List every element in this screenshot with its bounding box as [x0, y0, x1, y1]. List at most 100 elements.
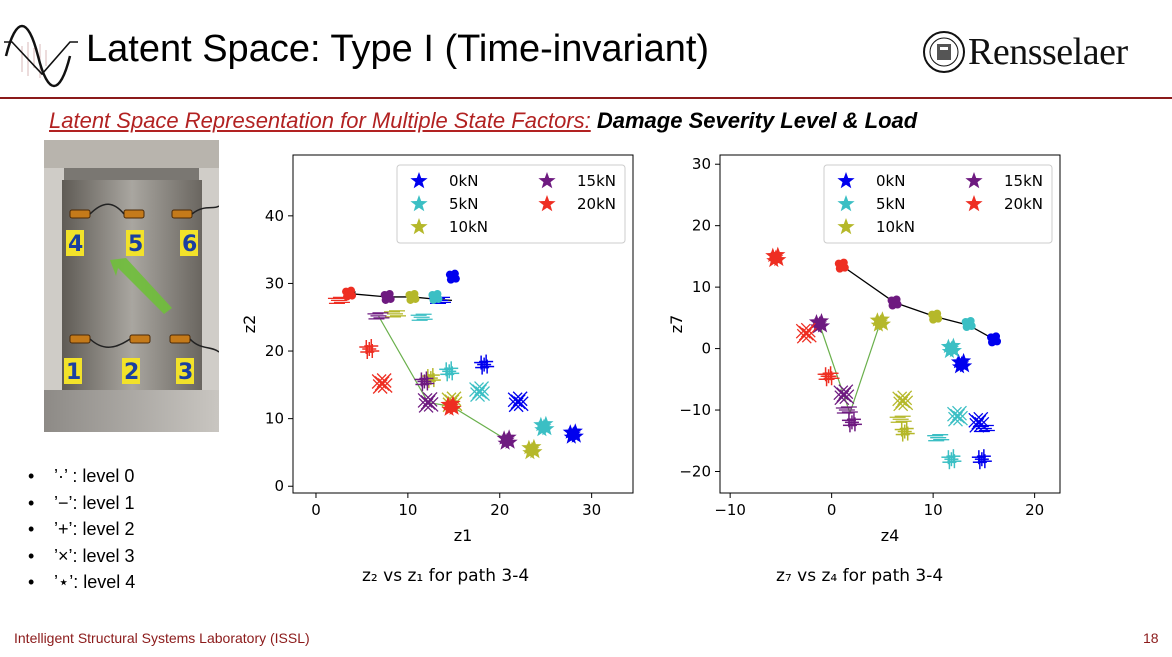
y-tick-label: 10 — [692, 278, 711, 296]
x-tick-label: 30 — [582, 501, 601, 519]
marker-15kN-level-4 — [496, 429, 518, 450]
marker-15kN-level-4 — [808, 313, 831, 334]
level-legend: • ’·’ : level 0 • ’−’: level 1 • ’+’: level… — [28, 466, 135, 599]
marker-0kN-level-4 — [562, 423, 584, 444]
marker-5kN-level-0 — [428, 289, 443, 304]
legend-label: 10kN — [449, 218, 488, 236]
legend-star-icon — [965, 172, 983, 189]
y-tick-label: −10 — [679, 401, 711, 419]
x-tick-label: 20 — [490, 501, 509, 519]
y-tick-label: 30 — [692, 155, 711, 173]
y-tick-label: 10 — [265, 410, 284, 428]
marker-10kN-level-0 — [405, 289, 420, 304]
marker-10kN-level-3 — [892, 390, 914, 412]
sensor-label-1: 1 — [66, 360, 81, 385]
page-title: Latent Space: Type I (Time-invariant) — [86, 28, 710, 70]
marker-5kN-level-4 — [533, 415, 555, 437]
y-tick-label: 30 — [265, 274, 284, 292]
specimen-photo: 4 5 6 1 2 3 — [44, 140, 219, 432]
x-tick-label: 0 — [827, 501, 837, 519]
level-label: ’×’: level 3 — [54, 545, 135, 566]
subtitle-topic: Latent Space Representation for Multiple… — [49, 108, 591, 133]
subtitle: Latent Space Representation for Multiple… — [49, 108, 917, 134]
marker-15kN-level-2 — [841, 412, 862, 433]
legend-star-icon — [538, 195, 556, 212]
legend-label: 15kN — [1004, 172, 1043, 190]
sensor-label-5: 5 — [128, 232, 143, 257]
legend-frame — [823, 164, 1053, 244]
marker-15kN-level-3 — [833, 384, 855, 406]
marker-15kN-level-3 — [417, 391, 439, 413]
marker-0kN-level-0 — [445, 269, 460, 284]
legend-star-icon — [837, 195, 855, 212]
x-tick-label: 0 — [311, 501, 321, 519]
legend-star-icon — [410, 195, 428, 212]
y-tick-label: 20 — [692, 217, 711, 235]
marker-20kN-level-0 — [342, 286, 357, 301]
marker-0kN-level-4 — [950, 352, 973, 374]
marker-15kN-level-0 — [887, 295, 902, 310]
marker-20kN-level-1 — [327, 296, 350, 304]
sensor-label-3: 3 — [178, 360, 193, 385]
marker-20kN-level-3 — [795, 322, 817, 344]
chart-legend: 0kN 5kN 10kN 15kN 20kN — [823, 164, 1053, 244]
marker-0kN-level-0 — [987, 332, 1002, 347]
level-label: ’−’: level 1 — [54, 492, 135, 513]
marker-5kN-level-0 — [961, 317, 976, 331]
marker-5kN-level-3 — [947, 405, 968, 427]
chart-caption-1: z₂ vs z₁ for path 3-4 — [362, 566, 530, 586]
marker-5kN-level-2 — [439, 361, 460, 382]
x-axis-label: z4 — [881, 526, 900, 545]
marker-20kN-level-2 — [818, 366, 839, 387]
y-tick-label: 40 — [265, 207, 284, 225]
legend-star-icon — [837, 218, 855, 235]
legend-label: 20kN — [1004, 195, 1043, 213]
green-trajectory — [377, 315, 508, 441]
list-item: • ’·’ : level 0 — [28, 466, 135, 486]
chart-z2-vs-z1: 0 10 20 30 0 10 20 30 40 z1 z2 0kN 5kN 10kN 15kN 20kN — [240, 154, 634, 545]
marker-20kN-level-4 — [765, 246, 787, 268]
marker-15kN-level-1 — [835, 406, 858, 414]
marker-10kN-level-4 — [869, 311, 891, 332]
y-tick-label: 0 — [701, 340, 711, 358]
sensor-label-4: 4 — [68, 232, 83, 257]
data-markers — [765, 246, 1002, 470]
legend-label: 10kN — [876, 218, 915, 236]
marker-20kN-level-4 — [440, 395, 462, 416]
marker-10kN-level-4 — [521, 438, 543, 460]
chart-legend: 0kN 5kN 10kN 15kN 20kN — [396, 164, 626, 244]
legend-label: 5kN — [876, 195, 905, 213]
level-label: ’+’: level 2 — [54, 519, 135, 539]
list-item: • ’×’: level 3 — [28, 545, 135, 566]
marker-5kN-level-2 — [941, 449, 962, 470]
y-tick-label: 20 — [265, 342, 284, 360]
level-label: ’⋆’: level 4 — [54, 572, 136, 592]
x-tick-label: 10 — [398, 501, 417, 519]
subtitle-factors: Damage Severity Level & Load — [596, 108, 918, 133]
legend-frame — [396, 164, 626, 244]
marker-5kN-level-1 — [410, 313, 433, 321]
legend-star-icon — [837, 172, 855, 189]
marker-15kN-level-1 — [367, 312, 390, 320]
header-rule — [0, 97, 1172, 99]
legend-star-icon — [410, 218, 428, 235]
list-item: • ’+’: level 2 — [28, 519, 135, 539]
legend-star-icon — [410, 172, 428, 189]
list-item: • ’⋆’: level 4 — [28, 572, 136, 592]
y-tick-label: 0 — [274, 477, 284, 495]
marker-0kN-level-2 — [971, 449, 992, 470]
logo-text: Rensselaer — [968, 31, 1128, 73]
marker-0kN-level-2 — [474, 354, 495, 375]
marker-15kN-level-0 — [380, 289, 395, 304]
legend-star-icon — [538, 172, 556, 189]
seal-icon — [923, 31, 965, 73]
footer-lab-name: Intelligent Structural Systems Laborator… — [14, 630, 310, 646]
list-item: • ’−’: level 1 — [28, 492, 135, 513]
chart-caption-2: z₇ vs z₄ for path 3-4 — [776, 566, 944, 586]
marker-0kN-level-3 — [968, 411, 990, 433]
sine-wave-icon — [4, 24, 78, 88]
sensor-label-2: 2 — [124, 360, 139, 385]
x-tick-label: 20 — [1025, 501, 1044, 519]
level-label: ’·’ : level 0 — [54, 466, 135, 486]
marker-20kN-level-0 — [834, 258, 849, 273]
